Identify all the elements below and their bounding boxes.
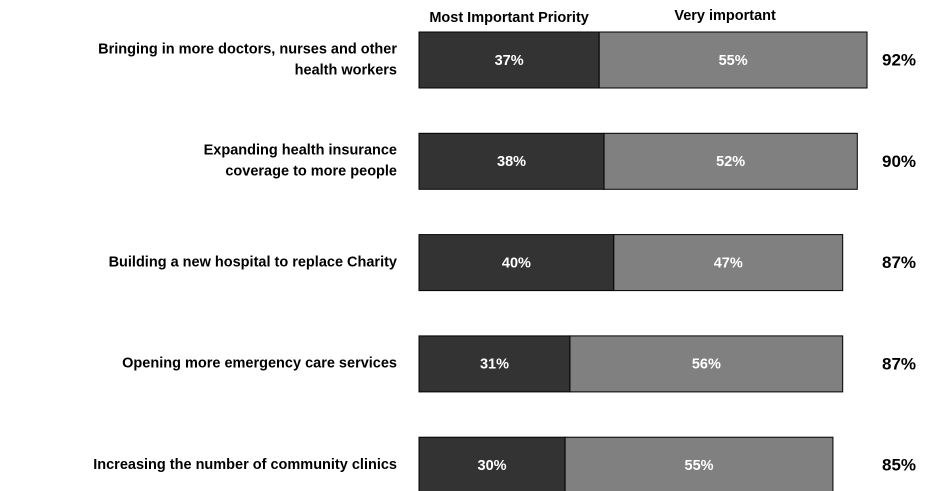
total-label: 85% (882, 456, 916, 475)
value-label: 47% (714, 255, 743, 271)
category-label: Expanding health insurance (204, 143, 397, 159)
value-label: 40% (502, 255, 531, 271)
bar-segment (564, 436, 834, 491)
category-label: Bringing in more doctors, nurses and oth… (98, 41, 397, 57)
total-label: 87% (882, 253, 916, 272)
bar-segment (418, 436, 566, 491)
value-label: 55% (685, 458, 714, 474)
total-label: 92% (882, 50, 916, 69)
bar-segment (613, 234, 844, 292)
category-label: Increasing the number of community clini… (93, 457, 397, 473)
category-label: Opening more emergency care services (122, 356, 397, 372)
value-label: 55% (719, 53, 748, 69)
bar-segment (598, 31, 868, 89)
value-label: 56% (692, 357, 721, 373)
total-label: 90% (882, 152, 916, 171)
bar-segment (418, 234, 615, 292)
value-label: 30% (478, 458, 507, 474)
value-label: 52% (716, 154, 745, 170)
bar-segment (418, 335, 571, 393)
category-label: Building a new hospital to replace Chari… (109, 254, 397, 270)
legend-label: Most Important Priority (429, 10, 589, 26)
value-label: 38% (497, 154, 526, 170)
total-label: 87% (882, 354, 916, 373)
category-label: health workers (295, 62, 397, 78)
bar-segment (418, 132, 605, 190)
legend-label: Very important (674, 8, 776, 24)
value-label: 31% (480, 357, 509, 373)
category-label: coverage to more people (225, 164, 397, 180)
value-label: 37% (495, 53, 524, 69)
bar-segment (569, 335, 844, 393)
bar-segment (603, 132, 858, 190)
bar-segment (418, 31, 600, 89)
